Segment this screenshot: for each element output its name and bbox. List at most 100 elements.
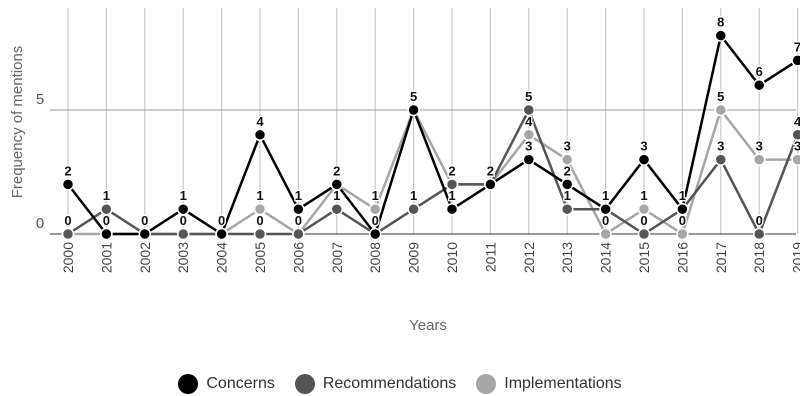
x-tick-label: 2011 (482, 242, 498, 272)
data-point (215, 227, 228, 241)
series-points (61, 29, 800, 241)
data-point (253, 227, 267, 241)
x-tick-label: 2012 (521, 242, 537, 273)
data-label: 2 (333, 163, 340, 178)
data-label: 0 (679, 213, 686, 228)
data-label: 5 (410, 89, 417, 104)
data-point (292, 202, 305, 216)
data-label: 4 (256, 114, 264, 129)
x-tick-label: 2013 (559, 242, 575, 273)
series-line (68, 108, 798, 236)
x-tick-label: 2009 (406, 242, 422, 273)
data-label: 0 (180, 213, 187, 228)
data-label: 0 (218, 213, 225, 228)
legend-swatch-concerns (178, 374, 199, 394)
data-point (368, 227, 382, 241)
data-label: 1 (679, 188, 686, 203)
data-point (791, 54, 800, 67)
data-label: 5 (525, 89, 532, 104)
data-point (714, 103, 728, 117)
data-point (522, 128, 536, 142)
data-label: 0 (372, 213, 379, 228)
data-point (752, 227, 766, 241)
data-point (714, 153, 728, 166)
legend-label-recommendations: Recommendations (322, 375, 457, 392)
x-tick-label: 2007 (329, 242, 345, 273)
data-point (599, 202, 612, 216)
data-label: 1 (295, 188, 302, 203)
data-label: 2 (487, 163, 494, 178)
data-point (791, 128, 800, 142)
x-tick-label: 2006 (290, 242, 306, 273)
data-point (330, 178, 344, 191)
x-tick-label: 2008 (367, 242, 383, 273)
data-label: 7 (794, 39, 800, 54)
data-label: 2 (333, 163, 340, 178)
data-point (445, 178, 459, 191)
x-tick-label: 2002 (137, 242, 153, 273)
y-axis-ticks: 05 (36, 91, 44, 232)
data-label: 5 (717, 89, 724, 104)
data-label: 0 (640, 213, 647, 228)
data-label: 1 (256, 188, 263, 203)
data-point (253, 128, 267, 142)
data-label: 3 (756, 139, 763, 154)
series-line (67, 108, 799, 236)
data-point (791, 153, 800, 166)
data-label: 0 (756, 213, 763, 228)
data-point (522, 153, 536, 166)
data-label: 1 (180, 188, 187, 203)
data-label: 1 (410, 188, 417, 203)
data-label: 2 (448, 163, 455, 178)
y-axis-title: Frequency of mentions (9, 46, 26, 199)
x-tick-label: 2005 (252, 242, 268, 273)
data-label: 0 (218, 213, 225, 228)
data-point (637, 227, 651, 241)
data-label: 2 (64, 163, 71, 178)
data-label: 1 (564, 188, 571, 203)
x-tick-label: 2017 (713, 242, 729, 273)
data-point (637, 202, 651, 216)
x-tick-label: 2003 (175, 242, 191, 273)
data-point (560, 153, 574, 166)
x-tick-label: 2000 (60, 242, 76, 273)
data-label: 1 (602, 188, 609, 203)
data-label: 0 (64, 213, 71, 228)
legend-label-concerns: Concerns (206, 375, 275, 392)
data-label: 0 (141, 213, 148, 228)
data-label: 8 (717, 15, 724, 30)
data-label: 3 (794, 139, 800, 154)
data-label: 4 (525, 114, 533, 129)
data-label: 2 (487, 163, 494, 178)
data-label: 0 (372, 213, 379, 228)
data-point (407, 103, 420, 117)
x-tick-label: 2001 (98, 242, 114, 273)
data-point (637, 153, 651, 166)
legend-swatch-recommendations (294, 374, 315, 394)
legend: Concerns Recommendations Implementations (0, 372, 800, 396)
data-label: 1 (640, 188, 647, 203)
data-label: 1 (448, 188, 455, 203)
x-tick-label: 2004 (214, 242, 230, 273)
data-point (676, 202, 689, 216)
data-label: 3 (564, 139, 571, 154)
data-label: 1 (679, 188, 686, 203)
data-label: 0 (64, 213, 71, 228)
data-label: 4 (794, 114, 800, 129)
x-tick-label: 2015 (636, 242, 652, 273)
data-point (407, 202, 420, 216)
x-axis-ticks: 2000 2001 2002 2003 2004 2005 2006 2007 2008 2009… (60, 242, 800, 273)
data-label: 0 (141, 213, 148, 228)
x-tick-label: 2018 (751, 242, 767, 273)
data-label: 0 (103, 213, 110, 228)
data-label: 6 (756, 64, 763, 79)
data-label: 1 (602, 188, 609, 203)
x-tick-label: 2014 (598, 242, 614, 273)
y-tick-label: 5 (36, 91, 44, 108)
x-tick-label: 2019 (790, 242, 800, 273)
legend-item-implementations: Implementations (476, 374, 622, 394)
data-label: 3 (717, 139, 724, 154)
line-chart: 05 2000 2001 2002 2003 2004 2005 2006 2007 2008 2… (9, 8, 800, 334)
data-label: 2 (487, 163, 494, 178)
data-label: 3 (525, 139, 532, 154)
